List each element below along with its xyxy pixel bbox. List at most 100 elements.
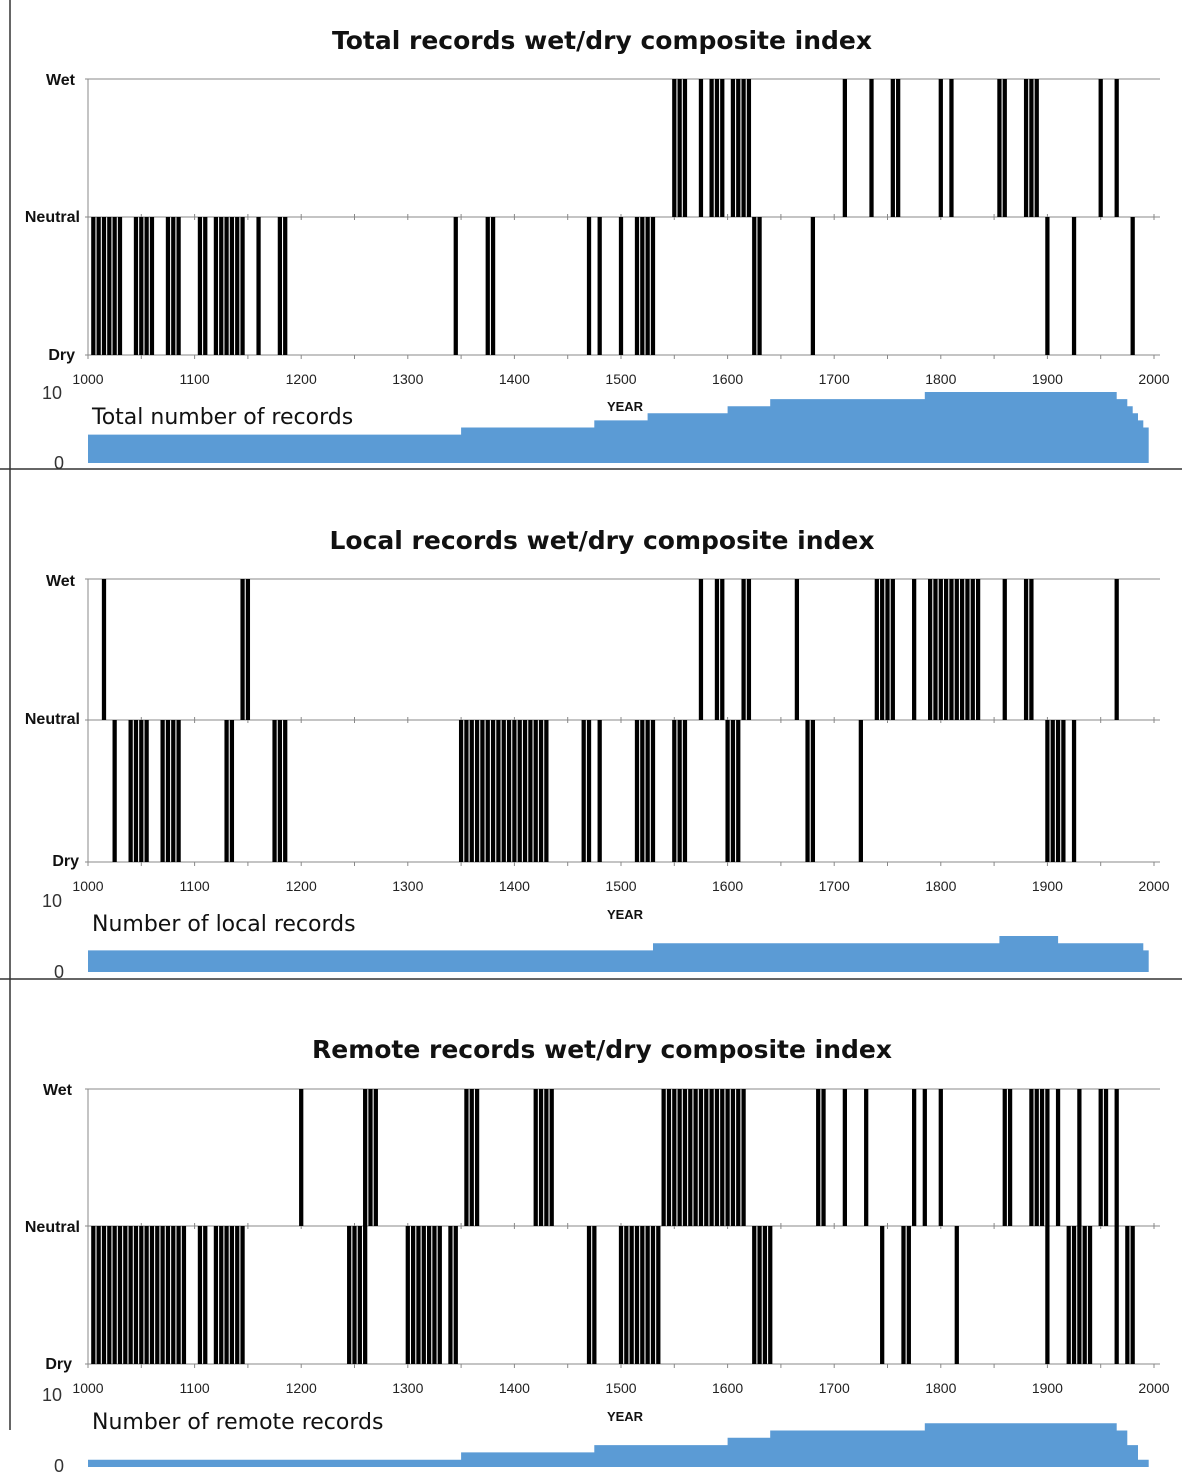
wet-bar bbox=[1002, 79, 1007, 217]
wet-bar bbox=[965, 579, 970, 720]
dry-bar bbox=[464, 720, 469, 862]
wet-bar bbox=[101, 579, 107, 720]
dry-bar bbox=[485, 217, 490, 355]
dry-bar bbox=[112, 720, 117, 862]
wet-bar bbox=[661, 1089, 666, 1226]
wet-bar bbox=[730, 1089, 736, 1226]
dry-bar bbox=[112, 217, 117, 355]
dry-bar bbox=[629, 1226, 634, 1364]
wet-bar bbox=[672, 1089, 677, 1226]
wet-bar bbox=[869, 79, 874, 217]
dry-bar bbox=[101, 217, 107, 355]
dry-bar bbox=[176, 1226, 181, 1364]
dry-bar bbox=[139, 1226, 144, 1364]
dry-bar bbox=[1071, 720, 1077, 862]
x-axis-label: YEAR bbox=[607, 1409, 644, 1424]
dry-bar bbox=[485, 720, 490, 862]
wet-bar bbox=[1039, 1089, 1045, 1226]
wet-bar bbox=[720, 79, 725, 217]
dry-bar bbox=[128, 1226, 133, 1364]
dry-bar bbox=[448, 1226, 453, 1364]
wet-bar bbox=[1023, 579, 1029, 720]
x-tick-label: 1800 bbox=[925, 1380, 956, 1396]
x-tick-label: 1400 bbox=[499, 371, 530, 387]
x-tick-label: 1200 bbox=[286, 1380, 317, 1396]
dry-bar bbox=[411, 1226, 416, 1364]
dry-bar bbox=[1045, 217, 1050, 355]
dry-bar bbox=[677, 720, 682, 862]
y-label-wet: Wet bbox=[43, 1082, 73, 1099]
x-tick-label: 1700 bbox=[819, 878, 850, 894]
wet-bar bbox=[741, 79, 746, 217]
dry-bar bbox=[149, 1226, 155, 1364]
panel-local: Local records wet/dry composite index We… bbox=[25, 526, 1170, 982]
dry-bar bbox=[363, 1226, 368, 1364]
x-tick-label: 1400 bbox=[499, 878, 530, 894]
dry-bar bbox=[645, 217, 650, 355]
x-tick-label: 1300 bbox=[392, 371, 423, 387]
x-axis-ticks bbox=[87, 214, 1155, 359]
wet-bar bbox=[1034, 1089, 1039, 1226]
x-tick-label: 1100 bbox=[180, 878, 210, 894]
wet-bar bbox=[682, 79, 688, 217]
bar-series bbox=[91, 1089, 1135, 1364]
wet-bar bbox=[677, 1089, 682, 1226]
dry-bar bbox=[1071, 217, 1077, 355]
wet-bar bbox=[474, 1089, 480, 1226]
wet-bar bbox=[933, 579, 938, 720]
dry-bar bbox=[107, 217, 112, 355]
dry-bar bbox=[149, 217, 155, 355]
dry-bar bbox=[171, 1226, 176, 1364]
y-label-neutral: Neutral bbox=[25, 1219, 80, 1236]
wet-bar bbox=[997, 79, 1002, 217]
dry-bar bbox=[490, 720, 496, 862]
dry-bar bbox=[405, 1226, 410, 1364]
dry-bar bbox=[757, 217, 762, 355]
x-tick-label: 1500 bbox=[605, 371, 636, 387]
dry-bar bbox=[517, 720, 522, 862]
wet-bar bbox=[549, 1089, 554, 1226]
dry-bar bbox=[144, 217, 149, 355]
dry-bar bbox=[757, 1226, 762, 1364]
dry-bar bbox=[640, 1226, 645, 1364]
dry-bar bbox=[432, 1226, 437, 1364]
y-label-dry: Dry bbox=[48, 347, 75, 364]
x-axis-label: YEAR bbox=[607, 399, 644, 414]
wet-bar bbox=[1077, 1089, 1082, 1226]
x-tick-label: 1700 bbox=[819, 371, 850, 387]
dry-bar bbox=[123, 1226, 128, 1364]
wet-bar bbox=[842, 79, 847, 217]
panel-total: Total records wet/dry composite index We… bbox=[25, 26, 1170, 473]
dry-bar bbox=[586, 1226, 592, 1364]
wet-bar bbox=[885, 579, 890, 720]
dry-bar bbox=[133, 217, 139, 355]
dry-bar bbox=[650, 720, 656, 862]
wet-bar bbox=[672, 79, 677, 217]
dry-bar bbox=[736, 720, 741, 862]
count-chart-label: Total number of records bbox=[91, 405, 353, 430]
count-y-tick-10: 10 bbox=[42, 383, 62, 403]
wet-bar bbox=[821, 1089, 826, 1226]
dry-bar bbox=[597, 217, 602, 355]
wet-bar bbox=[938, 79, 943, 217]
x-axis-label: YEAR bbox=[607, 907, 644, 922]
x-tick-label: 1300 bbox=[392, 1380, 423, 1396]
wet-bar bbox=[544, 1089, 549, 1226]
wet-bar bbox=[746, 79, 752, 217]
dry-bar bbox=[805, 720, 810, 862]
dry-bar bbox=[277, 217, 283, 355]
wet-bar bbox=[736, 79, 741, 217]
dry-bar bbox=[650, 217, 656, 355]
wet-bar bbox=[1029, 79, 1034, 217]
wet-bar bbox=[949, 79, 954, 217]
x-tick-label: 1000 bbox=[72, 371, 103, 387]
dry-bar bbox=[181, 1226, 187, 1364]
wet-bar bbox=[698, 1089, 704, 1226]
dry-bar bbox=[810, 217, 816, 355]
dry-bar bbox=[1114, 1226, 1119, 1364]
x-tick-label: 1100 bbox=[180, 371, 210, 387]
dry-bar bbox=[901, 1226, 906, 1364]
wet-bar bbox=[693, 1089, 698, 1226]
dry-bar bbox=[203, 1226, 208, 1364]
wet-bar bbox=[1002, 1089, 1007, 1226]
